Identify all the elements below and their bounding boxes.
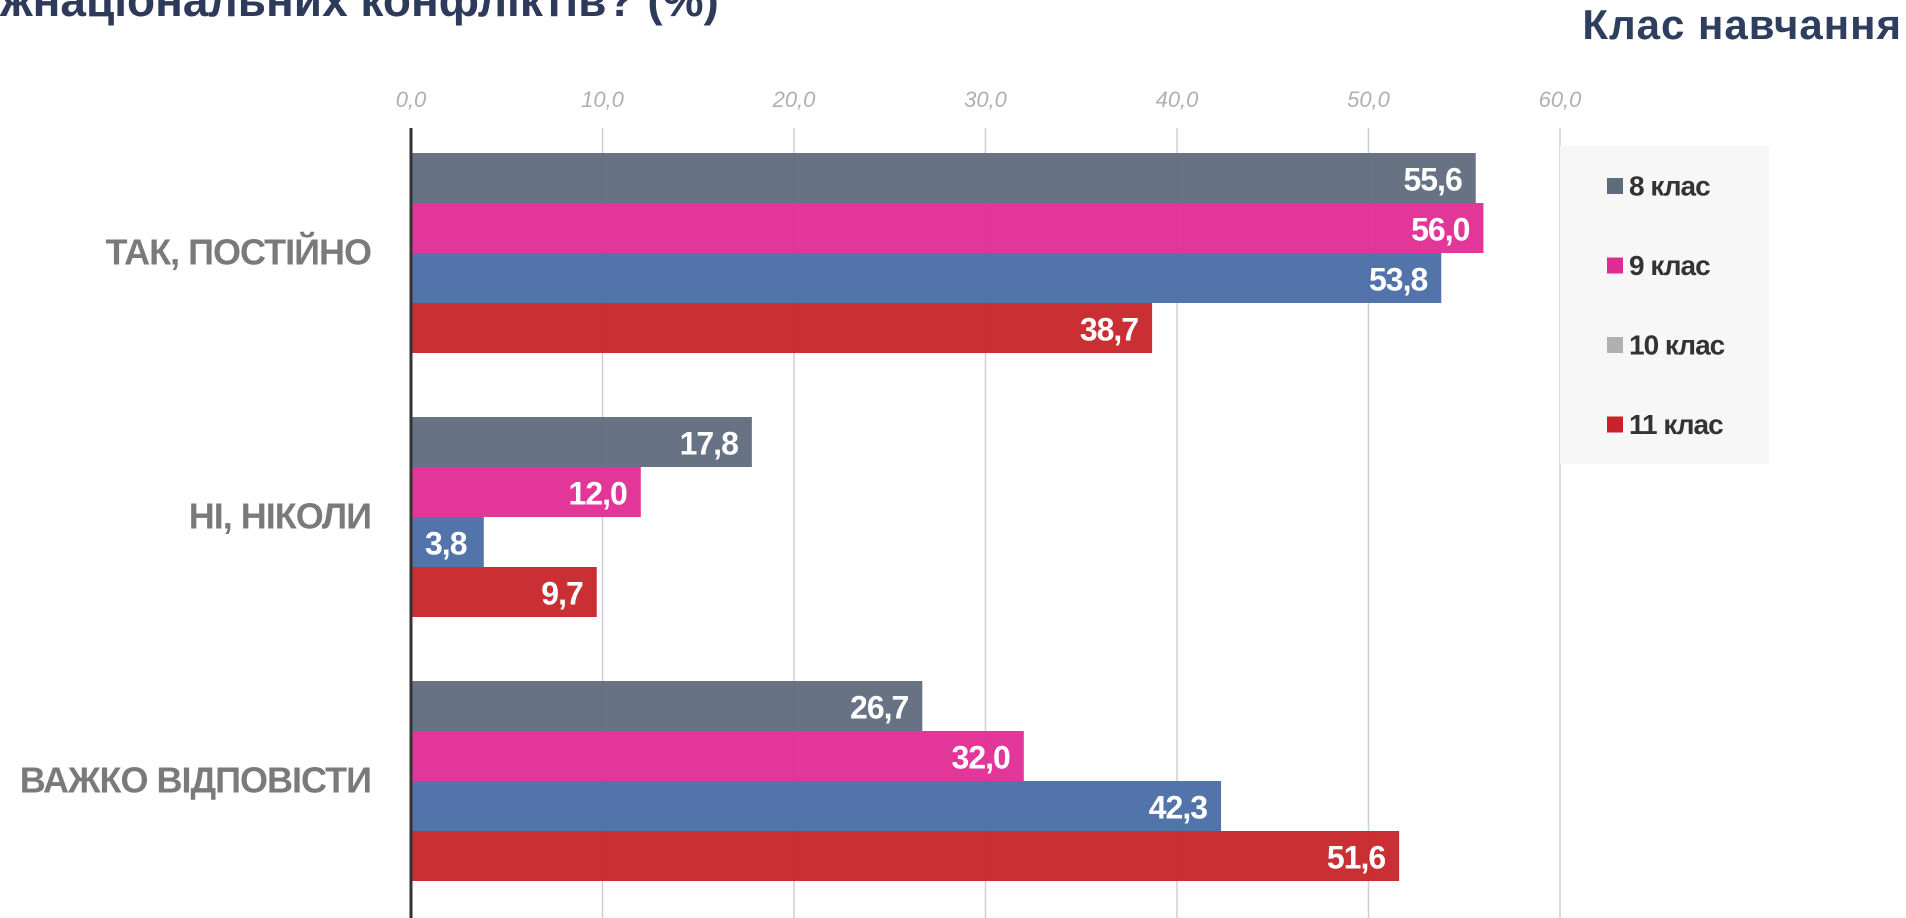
data-label: 51,6 bbox=[1327, 839, 1385, 875]
legend-label: 8 клас bbox=[1629, 170, 1710, 201]
data-label: 12,0 bbox=[569, 475, 627, 511]
x-tick-label: 0,0 bbox=[396, 87, 427, 112]
y-tick-label: НІ, НІКОЛИ bbox=[189, 496, 371, 537]
data-label: 26,7 bbox=[850, 689, 908, 725]
x-tick-label: 60,0 bbox=[1539, 87, 1583, 112]
legend-label: 10 клас bbox=[1629, 329, 1725, 360]
legend-title: Клас навчання bbox=[1582, 1, 1902, 48]
chart: жнаціональних конфліктів? (%) Клас навча… bbox=[0, 0, 1906, 918]
legend-label: 9 клас bbox=[1629, 250, 1710, 281]
data-label: 32,0 bbox=[952, 739, 1010, 775]
x-tick-label: 40,0 bbox=[1156, 87, 1200, 112]
bar bbox=[411, 153, 1476, 203]
data-label: 53,8 bbox=[1369, 261, 1427, 297]
data-label: 42,3 bbox=[1149, 789, 1207, 825]
x-tick-label: 10,0 bbox=[581, 87, 625, 112]
y-tick-label: ТАК, ПОСТІЙНО bbox=[105, 231, 371, 273]
bar bbox=[411, 253, 1441, 303]
data-label: 38,7 bbox=[1080, 311, 1138, 347]
data-label: 56,0 bbox=[1411, 211, 1469, 247]
legend-label: 11 клас bbox=[1629, 409, 1723, 440]
x-tick-label: 50,0 bbox=[1347, 87, 1391, 112]
page: {"chart_data": { "type": "hbar", "title"… bbox=[0, 0, 1906, 918]
bar bbox=[411, 681, 922, 731]
bar bbox=[411, 781, 1221, 831]
x-tick-label: 20,0 bbox=[772, 87, 817, 112]
data-label: 3,8 bbox=[425, 525, 467, 561]
x-tick-label: 30,0 bbox=[964, 87, 1008, 112]
legend-swatch bbox=[1607, 178, 1623, 194]
y-tick-label: ВАЖКО ВІДПОВІСТИ bbox=[20, 760, 371, 801]
legend-swatch bbox=[1607, 417, 1623, 433]
bar bbox=[411, 731, 1024, 781]
legend-swatch bbox=[1607, 337, 1623, 353]
bar bbox=[411, 203, 1483, 253]
chart-title: жнаціональних конфліктів? (%) bbox=[0, 0, 719, 26]
bar bbox=[411, 303, 1152, 353]
bar bbox=[411, 831, 1399, 881]
legend-swatch bbox=[1607, 258, 1623, 274]
data-label: 9,7 bbox=[541, 575, 583, 611]
data-label: 17,8 bbox=[680, 425, 738, 461]
data-label: 55,6 bbox=[1403, 161, 1461, 197]
